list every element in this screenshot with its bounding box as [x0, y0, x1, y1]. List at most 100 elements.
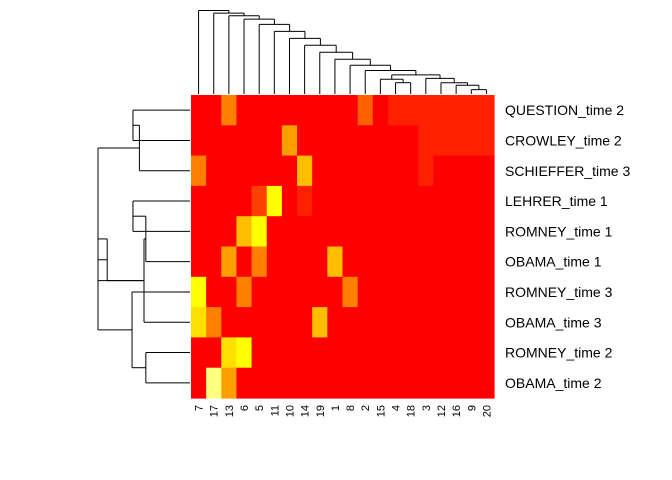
heatmap-cell: [327, 307, 344, 338]
heatmap-cell: [372, 246, 389, 278]
heatmap-cell: [266, 307, 283, 338]
heatmap-cell: [403, 95, 419, 126]
heatmap-cell: [403, 216, 419, 248]
heatmap-cell: [221, 155, 238, 187]
heatmap-cell: [312, 216, 328, 248]
heatmap-cell: [448, 276, 465, 308]
heatmap-cell: [266, 276, 283, 308]
heatmap-cell: [236, 95, 253, 126]
heatmap-cell: [312, 276, 328, 308]
row-label: CROWLEY_time 2: [505, 132, 622, 148]
heatmap-cell: [251, 367, 268, 399]
column-label: 16: [451, 405, 463, 417]
heatmap-cell: [236, 337, 253, 369]
heatmap-cell: [251, 216, 268, 248]
heatmap-cell: [448, 337, 465, 369]
heatmap-cell: [403, 155, 419, 187]
heatmap-cell: [372, 276, 389, 308]
column-label: 8: [345, 405, 357, 411]
heatmap-cell: [387, 307, 404, 338]
column-label: 17: [209, 405, 221, 417]
column-label: 12: [436, 405, 448, 417]
heatmap-cell: [251, 307, 268, 338]
row-label: ROMNEY_time 2: [505, 345, 613, 361]
row-label: ROMNEY_time 3: [505, 284, 613, 300]
column-label: 5: [254, 405, 266, 411]
heatmap-cell: [433, 276, 450, 308]
heatmap-cell: [206, 125, 222, 157]
heatmap-cell: [221, 185, 238, 217]
heatmap-cell: [433, 307, 450, 338]
heatmap-cell: [418, 155, 434, 187]
row-label: LEHRER_time 1: [505, 193, 608, 209]
heatmap-cell: [297, 125, 313, 157]
heatmap-cell: [478, 216, 495, 248]
heatmap-cell: [236, 185, 253, 217]
heatmap-cell: [357, 95, 374, 126]
heatmap-cell: [372, 216, 389, 248]
heatmap-cell: [433, 155, 450, 187]
column-label: 3: [421, 405, 433, 411]
heatmap-cell: [418, 95, 434, 126]
heatmap-cell: [327, 185, 344, 217]
heatmap-cell: [463, 246, 480, 278]
heatmap-cell: [281, 185, 298, 217]
heatmap-cell: [478, 246, 495, 278]
heatmap-cell: [372, 155, 389, 187]
heatmap-cell: [251, 337, 268, 369]
heatmap-cell: [403, 276, 419, 308]
heatmap-cell: [403, 185, 419, 217]
heatmap-cell: [266, 125, 283, 157]
heatmap-cell: [281, 95, 298, 126]
heatmap-cell: [448, 216, 465, 248]
heatmap-cell: [463, 337, 480, 369]
heatmap-cell: [206, 246, 222, 278]
heatmap-cell: [206, 95, 222, 126]
heatmap-cell: [281, 276, 298, 308]
heatmap-cell: [403, 246, 419, 278]
heatmap-cell: [357, 185, 374, 217]
heatmap-cell: [251, 95, 268, 126]
heatmap-cell: [191, 125, 207, 157]
heatmap-cell: [312, 185, 328, 217]
heatmap-cell: [266, 246, 283, 278]
heatmap-cell: [221, 367, 238, 399]
row-dendrogram: [97, 109, 190, 384]
heatmap-cell: [448, 155, 465, 187]
column-label: 20: [481, 405, 493, 417]
heatmap-cell: [478, 367, 495, 399]
heatmap-cell: [221, 307, 238, 338]
heatmap-cell: [357, 276, 374, 308]
heatmap-cell: [297, 155, 313, 187]
heatmap-cell: [236, 276, 253, 308]
heatmap-cell: [387, 155, 404, 187]
heatmap-cell: [236, 155, 253, 187]
heatmap-cell: [463, 155, 480, 187]
column-label: 18: [406, 405, 418, 417]
heatmap-cell: [433, 246, 450, 278]
heatmap-cell: [433, 185, 450, 217]
heatmap-cell: [463, 216, 480, 248]
heatmap-cell: [433, 367, 450, 399]
heatmap-cell: [191, 276, 207, 308]
heatmap-cell: [463, 185, 480, 217]
column-label: 7: [194, 405, 206, 411]
heatmap-cell: [312, 246, 328, 278]
heatmap-cell: [448, 185, 465, 217]
heatmap-cell: [342, 155, 359, 187]
heatmap-cell: [387, 276, 404, 308]
heatmap-cell: [221, 95, 238, 126]
heatmap-cell: [327, 95, 344, 126]
column-label: 10: [284, 405, 296, 417]
heatmap-cell: [312, 95, 328, 126]
heatmap-cell: [281, 155, 298, 187]
heatmap-cell: [312, 307, 328, 338]
heatmap-cell: [297, 95, 313, 126]
column-label: 14: [300, 405, 312, 417]
heatmap-cell: [297, 276, 313, 308]
heatmap-cell: [433, 337, 450, 369]
heatmap-cell: [297, 307, 313, 338]
heatmap-cell: [372, 307, 389, 338]
heatmap-cell: [297, 367, 313, 399]
